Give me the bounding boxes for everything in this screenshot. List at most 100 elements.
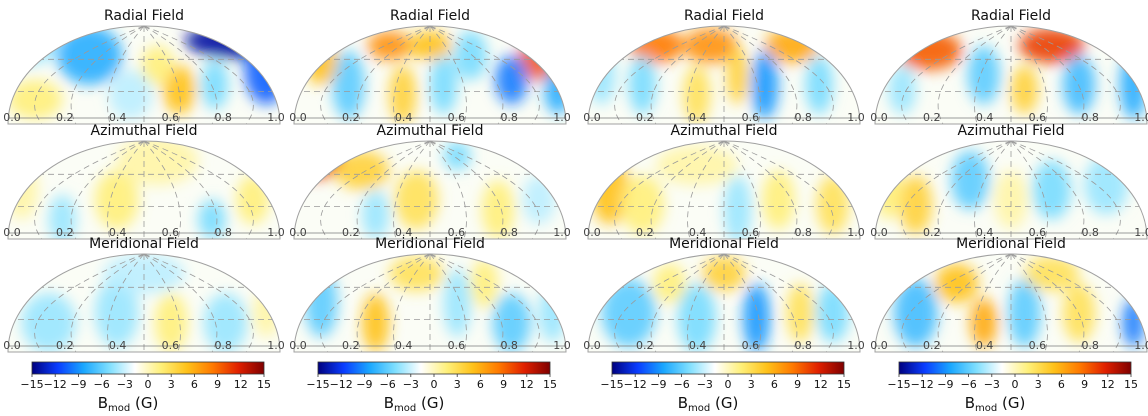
field-blob bbox=[875, 160, 903, 220]
field-map-panel: 0.0 0.2 0.4 0.6 0.8 1.0 bbox=[3, 253, 285, 353]
colorbar-tick-label: −12 bbox=[624, 378, 647, 391]
field-blob bbox=[108, 70, 153, 120]
map-grid bbox=[875, 26, 1147, 124]
field-blob bbox=[588, 45, 616, 105]
field-blob bbox=[1119, 50, 1147, 120]
colorbar-label: Bmod (G) bbox=[384, 394, 445, 414]
colorbar-tick-label: −3 bbox=[984, 378, 1000, 391]
phase-tick-label: 0.4 bbox=[976, 339, 994, 352]
longitude-line bbox=[1010, 141, 1121, 239]
phase-tick-label: 0.4 bbox=[109, 111, 127, 124]
field-blob bbox=[786, 283, 814, 343]
phase-tick-label: 0.6 bbox=[742, 111, 760, 124]
colorbar-tick-label: 3 bbox=[168, 378, 175, 391]
colorbar-tick-label: 15 bbox=[543, 378, 557, 391]
phase-tick-label: 1.0 bbox=[847, 339, 865, 352]
map-outline bbox=[7, 140, 281, 240]
map-grid bbox=[588, 26, 860, 124]
map-outline bbox=[587, 253, 861, 353]
phase-tick-label: 0.2 bbox=[342, 339, 360, 352]
field-blob bbox=[95, 278, 139, 348]
field-blob bbox=[294, 142, 343, 179]
phase-tick-label: 0.2 bbox=[342, 226, 360, 239]
longitude-line bbox=[107, 26, 145, 124]
longitude-line bbox=[937, 254, 1012, 352]
colorbar-tick-label: 12 bbox=[1101, 378, 1115, 391]
map-outline bbox=[874, 140, 1148, 240]
longitude-line bbox=[70, 26, 145, 124]
colorbar-tick-label: −15 bbox=[600, 378, 623, 391]
field-blob bbox=[656, 145, 738, 186]
field-blob bbox=[751, 50, 779, 120]
colorbar-tick-label: 15 bbox=[1124, 378, 1138, 391]
colorbar-tick-label: 9 bbox=[214, 378, 221, 391]
field-blob bbox=[724, 175, 752, 239]
colorbar-tick-label: 6 bbox=[477, 378, 484, 391]
colorbar-tick-label: 6 bbox=[191, 378, 198, 391]
longitude-line bbox=[429, 141, 504, 239]
longitude-line bbox=[614, 254, 725, 352]
field-blob bbox=[492, 293, 531, 352]
field-blob bbox=[141, 45, 174, 85]
panel-title: Radial Field bbox=[684, 8, 764, 24]
colorbar-tick-label: −9 bbox=[70, 378, 86, 391]
longitude-line bbox=[356, 141, 431, 239]
field-blob bbox=[628, 55, 657, 115]
longitude-line bbox=[429, 26, 540, 124]
phase-tick-label: 0.0 bbox=[3, 339, 21, 352]
phase-tick-label: 0.0 bbox=[583, 111, 601, 124]
phase-tick-label: 0.0 bbox=[289, 226, 307, 239]
colorbar-tick-label: 3 bbox=[1035, 378, 1042, 391]
longitude-line bbox=[723, 141, 761, 239]
colorbar-label: Bmod (G) bbox=[98, 394, 159, 414]
phase-tick-label: 0.8 bbox=[794, 226, 812, 239]
longitude-line bbox=[70, 141, 145, 239]
field-blob bbox=[702, 255, 746, 292]
longitude-line bbox=[1010, 254, 1121, 352]
phase-tick-label: 0.0 bbox=[870, 226, 888, 239]
longitude-line bbox=[1010, 141, 1048, 239]
longitude-line bbox=[34, 26, 145, 124]
longitude-line bbox=[614, 26, 725, 124]
phase-tick-label: 0.6 bbox=[742, 226, 760, 239]
field-map-panel: 0.0 0.2 0.4 0.6 0.8 1.0 bbox=[870, 25, 1148, 125]
field-blob bbox=[1024, 255, 1080, 292]
field-blob bbox=[1062, 283, 1096, 343]
colorbar: −15 −12 −9 −6 −3 0 3 6 9 12 15 Bmod (G) bbox=[887, 361, 1138, 414]
map-grid bbox=[294, 26, 566, 124]
field-map-panel: 0.0 0.2 0.4 0.6 0.8 1.0 bbox=[870, 253, 1148, 353]
longitude-line bbox=[614, 141, 725, 239]
phase-tick-label: 0.2 bbox=[636, 226, 654, 239]
phase-tick-label: 1.0 bbox=[1134, 339, 1148, 352]
colorbar-tick-label: 9 bbox=[794, 378, 801, 391]
phase-tick-label: 0.0 bbox=[583, 226, 601, 239]
panel-title: Meridional Field bbox=[89, 236, 199, 252]
phase-tick-label: 0.8 bbox=[214, 111, 232, 124]
phase-tick-label: 0.2 bbox=[342, 111, 360, 124]
map-outline bbox=[7, 25, 281, 125]
phase-tick-label: 0.8 bbox=[794, 111, 812, 124]
longitude-line bbox=[723, 254, 834, 352]
map-grid bbox=[8, 254, 280, 352]
field-blob bbox=[816, 283, 850, 343]
phase-tick-label: 0.4 bbox=[395, 339, 413, 352]
field-blob bbox=[334, 150, 390, 190]
longitude-line bbox=[143, 254, 254, 352]
phase-tick-label: 0.0 bbox=[3, 226, 21, 239]
longitude-line bbox=[143, 26, 254, 124]
longitude-line bbox=[429, 141, 540, 239]
phase-tick-label: 0.8 bbox=[1081, 339, 1099, 352]
phase-tick-label: 0.4 bbox=[976, 226, 994, 239]
field-blob bbox=[198, 199, 226, 239]
longitude-line bbox=[143, 141, 181, 239]
field-blob bbox=[601, 278, 656, 348]
colorbar-tick-label: −9 bbox=[650, 378, 666, 391]
field-blob bbox=[95, 170, 139, 230]
field-blob bbox=[1011, 65, 1039, 115]
longitude-line bbox=[723, 254, 798, 352]
longitude-line bbox=[901, 141, 1012, 239]
phase-tick-label: 0.6 bbox=[742, 339, 760, 352]
phase-tick-label: 0.0 bbox=[870, 339, 888, 352]
colorbar-label: Bmod (G) bbox=[965, 394, 1026, 414]
field-blob bbox=[408, 30, 452, 61]
